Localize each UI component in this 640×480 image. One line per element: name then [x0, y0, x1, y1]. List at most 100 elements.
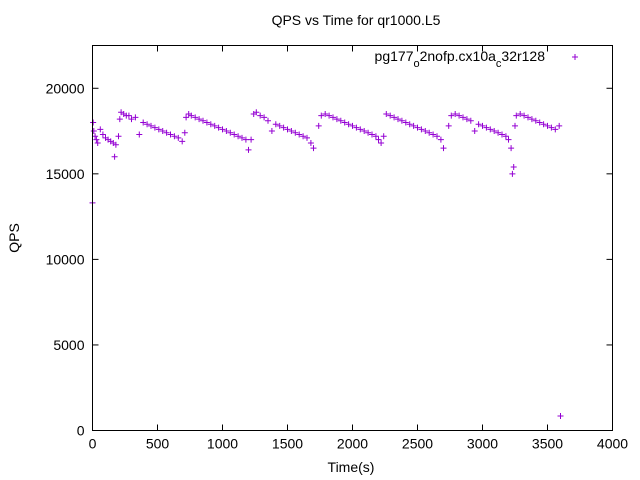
data-point — [502, 133, 509, 140]
data-point — [445, 122, 452, 129]
y-tick-label: 15000 — [46, 166, 85, 182]
data-point — [525, 114, 531, 121]
data-point — [181, 129, 188, 136]
data-point — [171, 133, 178, 140]
data-point — [387, 112, 394, 119]
data-point — [203, 119, 210, 126]
data-point — [207, 121, 214, 128]
y-tick-label: 5000 — [53, 337, 84, 353]
data-point — [284, 126, 291, 133]
data-point — [510, 163, 517, 170]
data-point — [430, 131, 437, 138]
data-point — [513, 112, 520, 119]
data-point — [375, 136, 382, 143]
data-point — [231, 131, 238, 138]
data-point — [349, 122, 356, 129]
x-tick-label: 3500 — [532, 436, 563, 452]
data-point — [151, 124, 158, 131]
y-tick-label: 10000 — [46, 251, 85, 267]
data-point — [337, 117, 344, 124]
data-point — [483, 124, 490, 131]
data-point — [94, 140, 101, 147]
data-point — [235, 133, 242, 140]
data-point — [292, 129, 299, 136]
data-point — [509, 170, 516, 177]
data-point — [353, 124, 360, 131]
x-tick-label: 3000 — [467, 436, 498, 452]
data-point — [471, 128, 478, 135]
data-point — [528, 116, 535, 123]
legend-label: pg177o2nofp.cx10ac32r128 — [375, 48, 546, 70]
x-axis-label: Time(s) — [328, 459, 375, 475]
data-point — [261, 114, 268, 121]
data-point — [132, 114, 139, 121]
data-point — [322, 110, 329, 117]
data-point — [422, 128, 429, 135]
data-point — [552, 126, 559, 133]
data-point — [414, 124, 421, 131]
data-point — [410, 122, 417, 129]
x-tick-label: 2000 — [337, 436, 368, 452]
data-point — [227, 129, 234, 136]
data-point — [463, 116, 470, 123]
data-point — [90, 119, 97, 126]
data-point — [215, 124, 222, 131]
data-point — [280, 124, 287, 131]
data-point — [521, 112, 528, 119]
data-point — [200, 117, 206, 124]
data-point — [140, 119, 147, 126]
data-point — [326, 112, 333, 119]
x-tick-label: 4000 — [597, 436, 628, 452]
data-point — [144, 121, 151, 128]
data-point — [167, 131, 174, 138]
data-point — [372, 133, 379, 140]
data-point — [148, 122, 154, 129]
data-points — [89, 109, 564, 419]
data-point — [300, 133, 307, 140]
data-point — [179, 138, 186, 145]
data-point — [268, 128, 275, 135]
data-point — [99, 131, 106, 138]
y-axis-label: QPS — [6, 223, 22, 253]
data-point — [402, 119, 409, 126]
data-point — [544, 122, 551, 129]
data-point — [440, 145, 447, 152]
data-point — [434, 133, 440, 140]
axis-ticks: 0 500 1000 1500 2000 2500 3000 3500 4000 0 5000 100… — [46, 45, 628, 452]
data-point — [125, 112, 132, 119]
data-point — [467, 117, 474, 124]
data-point — [111, 153, 118, 160]
data-point — [136, 131, 143, 138]
data-point — [540, 121, 547, 128]
data-point — [315, 122, 322, 129]
data-point — [333, 116, 340, 123]
data-point — [175, 134, 182, 141]
x-tick-label: 0 — [89, 436, 97, 452]
data-point — [345, 121, 352, 128]
legend: pg177o2nofp.cx10ac32r128 — [375, 48, 578, 70]
x-tick-label: 1000 — [207, 436, 238, 452]
data-point — [188, 112, 195, 119]
data-point — [557, 412, 564, 419]
data-point — [183, 114, 190, 121]
data-point — [276, 122, 283, 129]
data-point — [398, 117, 405, 124]
data-point — [512, 122, 518, 129]
data-point — [437, 136, 444, 143]
x-tick-label: 500 — [146, 436, 170, 452]
data-point — [426, 129, 433, 136]
data-point — [395, 116, 401, 123]
data-point — [448, 112, 455, 119]
data-point — [391, 114, 398, 121]
x-tick-label: 1500 — [272, 436, 303, 452]
data-point — [341, 119, 348, 126]
data-point — [90, 128, 97, 135]
data-point — [310, 145, 317, 152]
data-point — [517, 110, 524, 117]
data-point — [248, 136, 255, 143]
x-tick-label: 2500 — [402, 436, 433, 452]
y-tick-label: 0 — [77, 423, 85, 439]
data-point — [361, 128, 368, 135]
data-point — [93, 136, 100, 143]
data-point — [380, 133, 387, 140]
